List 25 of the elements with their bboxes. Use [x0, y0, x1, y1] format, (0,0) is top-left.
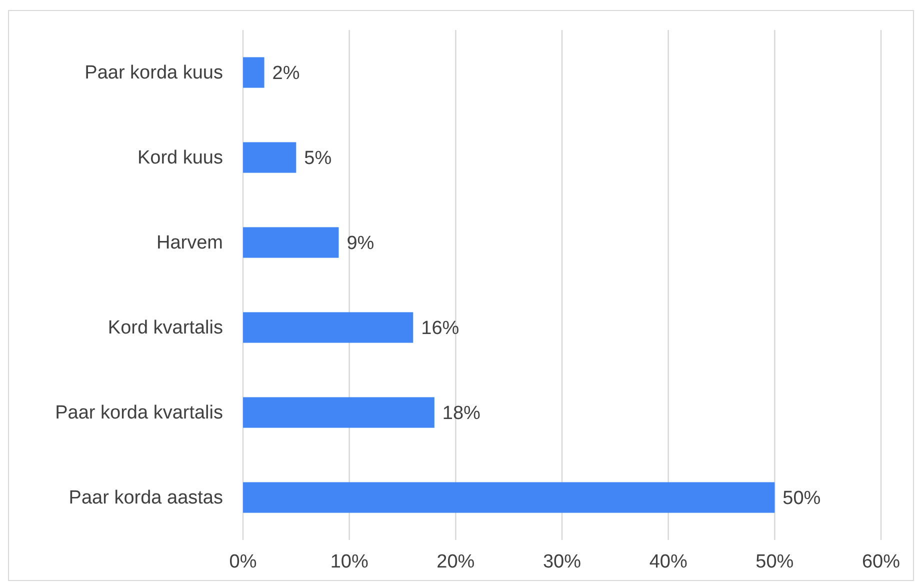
y-tick-label: Paar korda kvartalis [55, 402, 223, 424]
y-tick-label: Paar korda kuus [84, 62, 223, 84]
x-tick-label: 40% [649, 551, 688, 572]
x-tick-label: 50% [756, 551, 794, 572]
y-tick-label: Paar korda aastas [68, 488, 223, 509]
data-label: 50% [782, 488, 821, 510]
bar [243, 57, 264, 88]
data-label: 16% [421, 318, 460, 340]
bar [243, 397, 434, 428]
x-tick-label: 30% [542, 551, 582, 572]
x-tick-label: 60% [862, 551, 900, 572]
x-tick-label: 0% [229, 551, 257, 572]
x-tick-label: 10% [330, 551, 368, 572]
x-tick-label: 20% [436, 551, 475, 572]
y-tick-label: Kord kuus [137, 148, 223, 169]
data-label: 9% [346, 233, 374, 254]
data-label: 2% [272, 63, 300, 84]
data-label: 18% [442, 403, 481, 424]
bar [243, 227, 339, 258]
bar [243, 142, 296, 173]
bar [243, 482, 775, 513]
y-tick-label: Harvem [156, 232, 223, 254]
y-tick-label: Kord kvartalis [108, 318, 223, 339]
data-label: 5% [304, 148, 332, 170]
bar [243, 312, 414, 343]
